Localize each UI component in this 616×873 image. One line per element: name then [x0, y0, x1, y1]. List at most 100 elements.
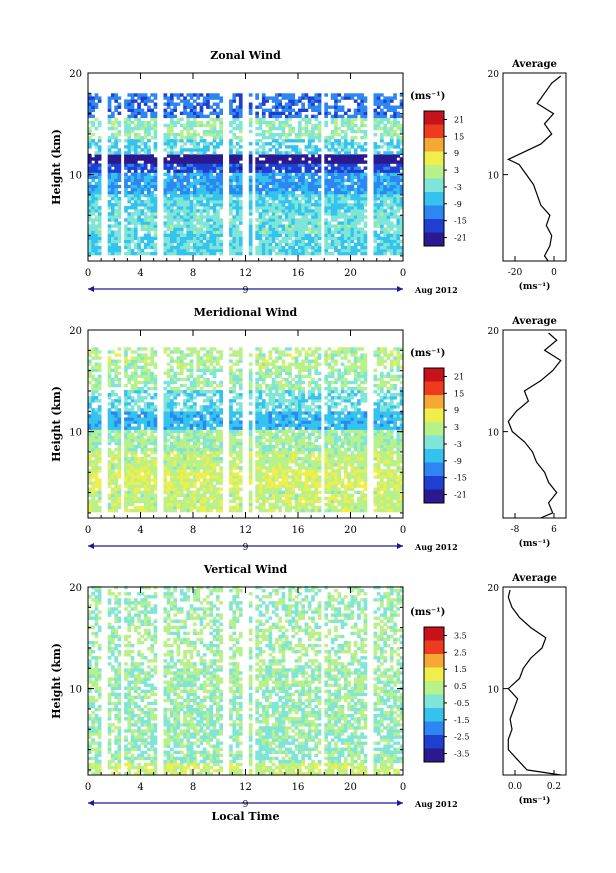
panel-title: Zonal Wind [210, 49, 281, 62]
average-y-tick-label: 20 [488, 70, 500, 80]
colorbar-segment [424, 640, 444, 655]
colorbar-segment [424, 192, 444, 206]
colorbar-tick-label: 15 [454, 132, 464, 141]
date-label: 9 [243, 543, 249, 553]
colorbar-segment [424, 138, 444, 152]
x-tick-label: 12 [239, 268, 252, 279]
x-tick-label: 16 [292, 782, 305, 793]
x-tick-label: 20 [344, 525, 357, 536]
colorbar-tick-label: 9 [454, 149, 459, 158]
colorbar-segment [424, 694, 444, 709]
colorbar-tick-label: 2.5 [454, 648, 467, 657]
x-tick-label: 4 [137, 268, 143, 279]
colorbar-segment [424, 654, 444, 668]
average-title: Average [511, 316, 557, 327]
colorbar-frame [423, 367, 445, 504]
colorbar-tick-label: -3 [454, 440, 462, 449]
average-y-tick-label: 10 [488, 429, 500, 439]
colorbar-segment [424, 124, 444, 139]
y-tick-label: 10 [69, 685, 82, 696]
x-tick-label: 0 [400, 782, 406, 793]
colorbar-segment [424, 667, 444, 682]
x-tick-label: 16 [292, 525, 305, 536]
x-tick-label: 20 [344, 268, 357, 279]
colorbar-tick-label: 0.5 [454, 682, 467, 691]
y-tick-label: 20 [69, 326, 82, 337]
colorbar-segment [424, 627, 444, 641]
average-x-tick-label: 6 [551, 525, 557, 535]
colorbar-tick-label: -1.5 [454, 716, 469, 725]
panel-vertical: Vertical Wind 0 4 8 12 16 20 0 10 20 Height (km) 9 A… [50, 563, 567, 823]
average-x-tick-label: 0 [551, 268, 557, 278]
average-y-tick-label: 10 [488, 686, 500, 696]
average-frame [502, 329, 567, 519]
colorbar-segment [424, 408, 444, 423]
colorbar-tick-label: -9 [454, 457, 462, 466]
y-axis-label: Height (km) [50, 643, 63, 719]
heatmap-cells [88, 586, 404, 776]
y-axis-label: Height (km) [50, 386, 63, 462]
y-tick-label: 10 [69, 171, 82, 182]
colorbar-unit: (ms⁻¹) [410, 607, 445, 618]
colorbar-tick-label: -0.5 [454, 699, 469, 708]
x-axis-label: Local Time [212, 810, 280, 823]
month-label: Aug 2012 [414, 285, 458, 295]
date-label: 9 [243, 286, 249, 296]
colorbar-segment [424, 395, 444, 409]
x-tick-label: 0 [85, 782, 91, 793]
average-profile-line [507, 589, 561, 776]
x-tick-label: 16 [292, 268, 305, 279]
panel-meridional: Meridional Wind 0 4 8 12 16 20 0 10 20 Height (km)… [50, 306, 567, 553]
colorbar-segment [424, 449, 444, 463]
colorbar-tick-label: 21 [454, 372, 464, 381]
x-tick-label: 8 [190, 268, 196, 279]
colorbar-tick-label: -3.5 [454, 750, 469, 759]
colorbar-segment [424, 151, 444, 166]
colorbar-segment [424, 435, 444, 450]
date-bar-arrow [397, 800, 403, 806]
colorbar-unit: (ms⁻¹) [410, 91, 445, 102]
colorbar-tick-label: 3 [454, 166, 459, 175]
panel-title: Meridional Wind [194, 306, 298, 319]
colorbar-segment [424, 422, 444, 436]
average-y-tick-label: 20 [488, 584, 500, 594]
colorbar-segment [424, 111, 444, 125]
y-axis-label: Height (km) [50, 129, 63, 205]
colorbar-tick-label: 15 [454, 389, 464, 398]
y-tick-label: 10 [69, 428, 82, 439]
average-x-tick-label: 0.0 [508, 782, 523, 792]
colorbar-tick-label: 3 [454, 423, 459, 432]
colorbar-tick-label: 21 [454, 115, 464, 124]
colorbar-segment [424, 178, 444, 193]
date-bar-arrow [397, 543, 403, 549]
date-bar-arrow [88, 800, 94, 806]
colorbar-segment [424, 368, 444, 382]
colorbar-segment [424, 735, 444, 749]
colorbar-segment [424, 381, 444, 396]
colorbar-tick-label: 9 [454, 406, 459, 415]
average-profile-line [506, 75, 562, 262]
colorbar-segment [424, 681, 444, 695]
colorbar-segment [424, 232, 444, 247]
average-title: Average [511, 573, 557, 584]
y-tick-label: 20 [69, 69, 82, 80]
x-tick-label: 12 [239, 525, 252, 536]
colorbar-tick-label: 1.5 [454, 665, 467, 674]
colorbar-tick-label: -3 [454, 183, 462, 192]
heatmap-cells [88, 93, 404, 256]
colorbar-tick-label: -9 [454, 200, 462, 209]
colorbar-segment [424, 205, 444, 220]
average-y-tick-label: 10 [488, 172, 500, 182]
month-label: Aug 2012 [414, 799, 458, 809]
colorbar-tick-label: -2.5 [454, 733, 469, 742]
x-tick-label: 8 [190, 782, 196, 793]
y-tick-label: 20 [69, 583, 82, 594]
colorbar-frame [423, 626, 445, 763]
colorbar-tick-label: 3.5 [454, 631, 467, 640]
colorbar-segment [424, 476, 444, 490]
x-tick-label: 0 [85, 268, 91, 279]
average-frame [502, 72, 567, 262]
colorbar-segment [424, 165, 444, 179]
